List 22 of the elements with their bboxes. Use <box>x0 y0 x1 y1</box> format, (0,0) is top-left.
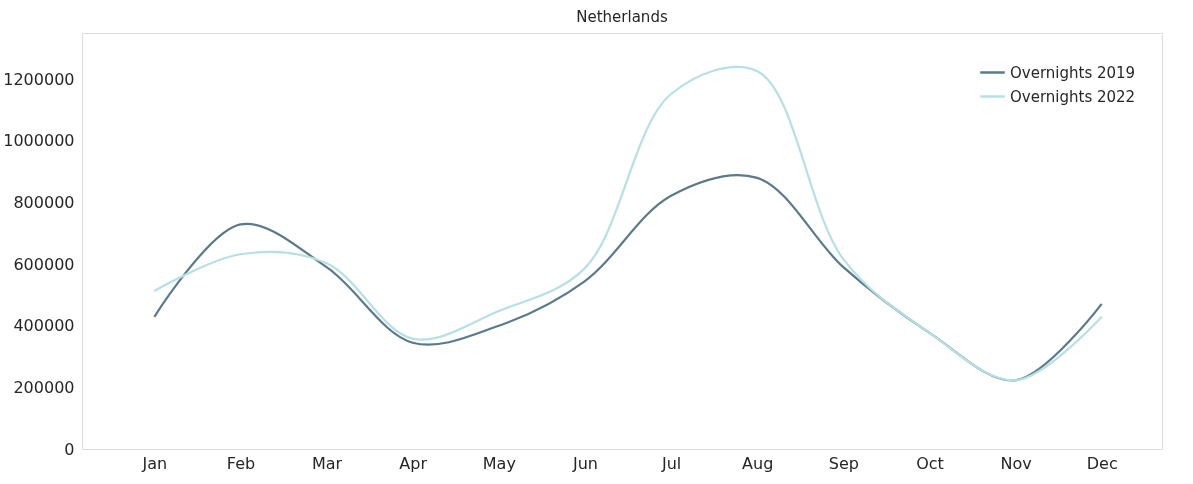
chart-title: Netherlands <box>576 8 668 26</box>
x-tick-label: Nov <box>1000 453 1032 473</box>
x-tick-label: Jun <box>571 453 598 473</box>
y-tick-label: 1200000 <box>3 69 75 89</box>
x-tick-label: Mar <box>312 453 343 473</box>
x-tick-label: Feb <box>226 453 256 473</box>
legend-label: Overnights 2019 <box>1010 63 1136 82</box>
x-tick-label: Oct <box>916 453 944 473</box>
x-tick-label: Aug <box>742 453 774 473</box>
y-tick-label: 600000 <box>13 254 75 274</box>
legend-label: Overnights 2022 <box>1010 87 1136 106</box>
x-tick-label: Apr <box>399 453 428 473</box>
x-tick-label: Sep <box>828 453 859 473</box>
y-tick-label: 400000 <box>13 316 75 336</box>
x-tick-label: May <box>482 453 516 473</box>
y-tick-label: 1000000 <box>3 131 75 151</box>
x-tick-label: Jul <box>660 453 682 473</box>
x-tick-label: Jan <box>141 453 168 473</box>
x-tick-label: Dec <box>1086 453 1118 473</box>
y-tick-label: 200000 <box>13 377 75 397</box>
y-tick-label: 800000 <box>13 192 75 212</box>
y-tick-label: 0 <box>64 439 75 459</box>
